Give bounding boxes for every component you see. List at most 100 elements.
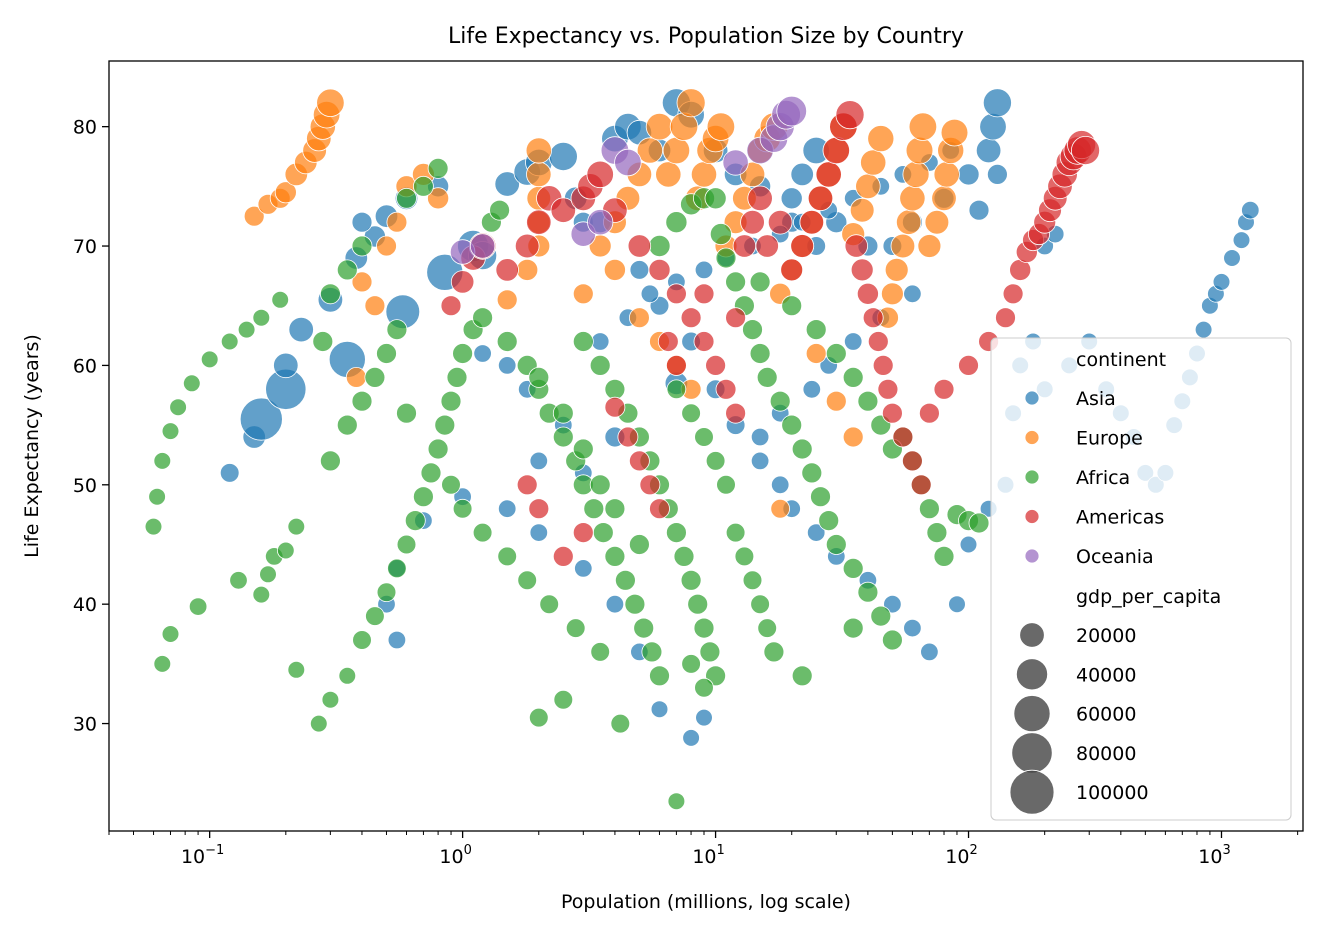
legend-hue-entries: Asia Europe Africa Americas Oceania bbox=[1024, 388, 1164, 568]
data-point bbox=[968, 512, 990, 534]
data-point bbox=[662, 136, 691, 165]
data-point bbox=[161, 625, 180, 643]
x-tick-label: 103 bbox=[1198, 843, 1230, 868]
data-point bbox=[896, 209, 922, 235]
data-point bbox=[979, 112, 1007, 141]
x-tick-label: 100 bbox=[439, 843, 471, 868]
data-point bbox=[396, 187, 417, 209]
data-point bbox=[574, 559, 593, 578]
data-point bbox=[910, 474, 932, 496]
data-point bbox=[844, 332, 863, 351]
data-point bbox=[801, 462, 823, 484]
data-point bbox=[452, 343, 474, 364]
data-point bbox=[525, 137, 552, 164]
data-point bbox=[681, 654, 701, 674]
data-point bbox=[472, 522, 493, 543]
data-point bbox=[641, 641, 663, 663]
data-point bbox=[229, 571, 248, 590]
data-point bbox=[749, 343, 771, 364]
data-point bbox=[220, 332, 239, 351]
data-point bbox=[526, 161, 552, 188]
x-tick-label: 10−1 bbox=[181, 843, 224, 868]
data-point bbox=[629, 450, 650, 472]
data-point bbox=[376, 582, 397, 602]
data-point bbox=[495, 258, 519, 282]
data-point bbox=[565, 618, 586, 638]
data-point bbox=[957, 163, 980, 186]
data-point bbox=[427, 157, 449, 179]
data-point bbox=[825, 534, 847, 555]
data-point bbox=[336, 414, 358, 436]
data-point bbox=[687, 593, 709, 615]
data-point bbox=[931, 185, 957, 212]
data-point bbox=[732, 234, 757, 258]
data-point bbox=[516, 258, 539, 281]
data-point bbox=[842, 558, 864, 579]
data-point bbox=[528, 498, 550, 520]
data-point bbox=[148, 487, 166, 506]
data-point bbox=[705, 451, 726, 471]
y-axis-label: Life Expectancy (years) bbox=[21, 334, 43, 558]
data-point bbox=[550, 197, 577, 223]
data-point bbox=[287, 517, 306, 536]
data-point bbox=[926, 522, 948, 543]
legend-marker-asia bbox=[1024, 390, 1040, 406]
data-point bbox=[633, 617, 655, 639]
legend-size-label: 20000 bbox=[1076, 625, 1136, 647]
data-point bbox=[903, 284, 922, 304]
data-point bbox=[319, 450, 341, 472]
data-point bbox=[648, 258, 671, 281]
data-point bbox=[396, 534, 417, 555]
data-point bbox=[338, 666, 357, 685]
data-point bbox=[791, 665, 813, 687]
data-point bbox=[617, 426, 639, 448]
data-point bbox=[412, 486, 434, 508]
data-point bbox=[666, 379, 687, 400]
data-point bbox=[627, 234, 652, 258]
data-point bbox=[469, 233, 496, 259]
data-point bbox=[742, 319, 763, 341]
data-point bbox=[842, 366, 864, 388]
data-point bbox=[496, 289, 518, 311]
data-point bbox=[589, 354, 611, 376]
data-point bbox=[529, 523, 549, 542]
data-point bbox=[316, 88, 345, 118]
data-point bbox=[517, 570, 537, 591]
data-point bbox=[666, 354, 687, 376]
data-point bbox=[188, 597, 208, 616]
data-point bbox=[352, 630, 372, 650]
data-point bbox=[857, 390, 879, 412]
data-point bbox=[572, 522, 594, 543]
data-point bbox=[312, 331, 334, 352]
data-point bbox=[805, 319, 827, 341]
series-oceania bbox=[449, 95, 807, 265]
data-point bbox=[959, 535, 978, 554]
data-point bbox=[995, 307, 1016, 329]
data-point bbox=[705, 354, 726, 376]
data-point bbox=[903, 618, 922, 638]
y-tick-label: 70 bbox=[73, 236, 97, 258]
data-point bbox=[603, 258, 626, 281]
data-point bbox=[386, 211, 408, 233]
data-point bbox=[351, 211, 373, 233]
data-point bbox=[144, 517, 163, 536]
data-point bbox=[649, 665, 670, 687]
data-point bbox=[892, 426, 914, 448]
data-point bbox=[1223, 249, 1241, 267]
data-point bbox=[552, 402, 574, 424]
data-point bbox=[680, 307, 702, 329]
data-point bbox=[587, 209, 614, 236]
data-point bbox=[1241, 200, 1260, 220]
data-point bbox=[704, 187, 727, 210]
legend: continent Asia Europe Africa Americas Oceani… bbox=[990, 337, 1292, 821]
x-tick-label: 102 bbox=[945, 843, 977, 868]
y-tick-label: 40 bbox=[73, 594, 97, 616]
data-point bbox=[734, 546, 755, 567]
data-point bbox=[815, 161, 842, 188]
data-point bbox=[1194, 320, 1213, 339]
x-axis-label: Population (millions, log scale) bbox=[561, 891, 851, 913]
data-point bbox=[682, 729, 700, 747]
data-point bbox=[610, 713, 631, 734]
data-point bbox=[855, 173, 881, 200]
data-point bbox=[629, 260, 650, 280]
